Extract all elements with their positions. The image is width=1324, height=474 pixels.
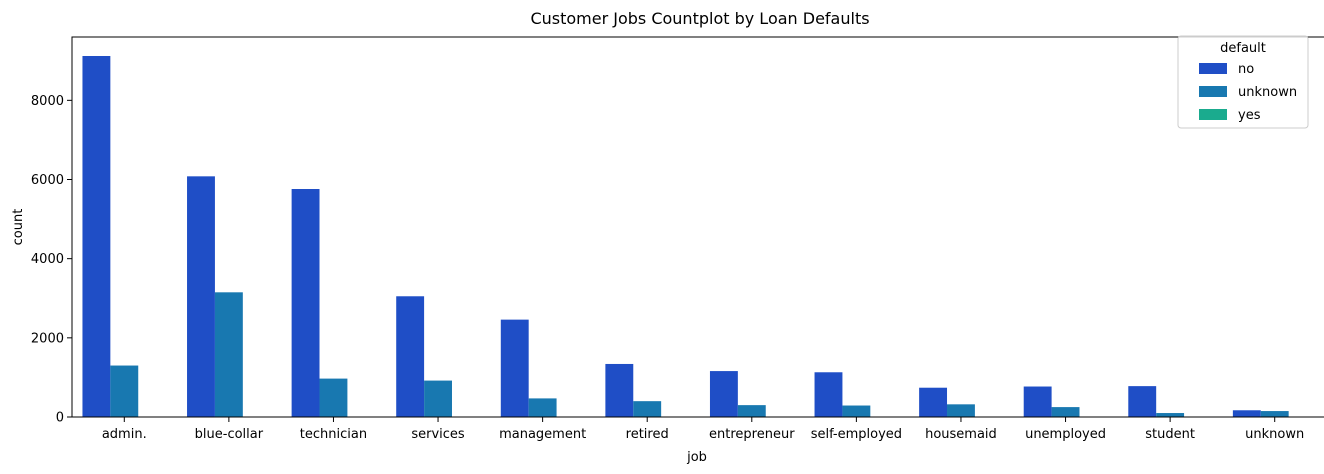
x-tick-label: self-employed [811, 427, 902, 442]
legend-swatch-no [1199, 63, 1227, 74]
bar-unknown-services [424, 381, 452, 417]
x-tick-label: unemployed [1025, 427, 1106, 442]
chart-title: Customer Jobs Countplot by Loan Defaults [530, 9, 869, 28]
bar-no-management [501, 320, 529, 417]
x-axis: admin. blue-collar technician services manag… [102, 417, 1304, 442]
bar-no-self-employed [815, 372, 843, 417]
bars-layer [82, 56, 1288, 417]
bar-unknown-housemaid [947, 404, 975, 417]
bar-unknown-student [1156, 413, 1184, 417]
bar-unknown-admin. [110, 366, 138, 417]
bar-no-unknown [1233, 410, 1261, 417]
x-tick-label: management [499, 427, 586, 442]
bar-no-admin. [82, 56, 110, 417]
y-tick-label: 6000 [31, 173, 64, 188]
x-axis-label: job [686, 450, 707, 465]
x-tick-label: blue-collar [195, 427, 264, 442]
bar-unknown-unemployed [1052, 407, 1080, 417]
y-tick-label: 8000 [31, 94, 64, 109]
legend-label-unknown: unknown [1238, 85, 1297, 100]
bar-no-services [396, 296, 424, 417]
y-axis-label: count [11, 209, 26, 246]
bar-no-unemployed [1024, 387, 1052, 417]
x-tick-label: housemaid [925, 427, 997, 442]
x-tick-label: technician [300, 427, 367, 442]
bar-unknown-entrepreneur [738, 405, 766, 417]
y-axis: 0 2000 4000 6000 8000 [31, 94, 72, 426]
y-tick-label: 0 [56, 411, 64, 426]
legend-swatch-yes [1199, 109, 1227, 120]
y-tick-label: 2000 [31, 331, 64, 346]
bar-unknown-blue-collar [215, 292, 243, 417]
x-tick-label: retired [626, 427, 669, 442]
bar-unknown-self-employed [842, 406, 870, 417]
legend-title: default [1220, 41, 1266, 56]
bar-unknown-management [529, 398, 557, 417]
bar-no-student [1128, 386, 1156, 417]
bar-no-blue-collar [187, 176, 215, 417]
bar-no-entrepreneur [710, 371, 738, 417]
x-tick-label: services [411, 427, 465, 442]
x-tick-label: student [1145, 427, 1195, 442]
bar-no-retired [605, 364, 633, 417]
plot-frame [72, 37, 1324, 417]
x-tick-label: entrepreneur [709, 427, 795, 442]
x-tick-label: unknown [1245, 427, 1304, 442]
bar-unknown-retired [633, 401, 661, 417]
legend-label-no: no [1238, 62, 1254, 77]
bar-unknown-unknown [1261, 411, 1289, 417]
legend-swatch-unknown [1199, 86, 1227, 97]
x-tick-label: admin. [102, 427, 147, 442]
legend-label-yes: yes [1238, 108, 1261, 123]
bar-no-technician [292, 189, 320, 417]
legend: default no unknown yes [1178, 36, 1308, 128]
bar-unknown-technician [320, 379, 348, 417]
bar-no-housemaid [919, 388, 947, 417]
y-tick-label: 4000 [31, 252, 64, 267]
